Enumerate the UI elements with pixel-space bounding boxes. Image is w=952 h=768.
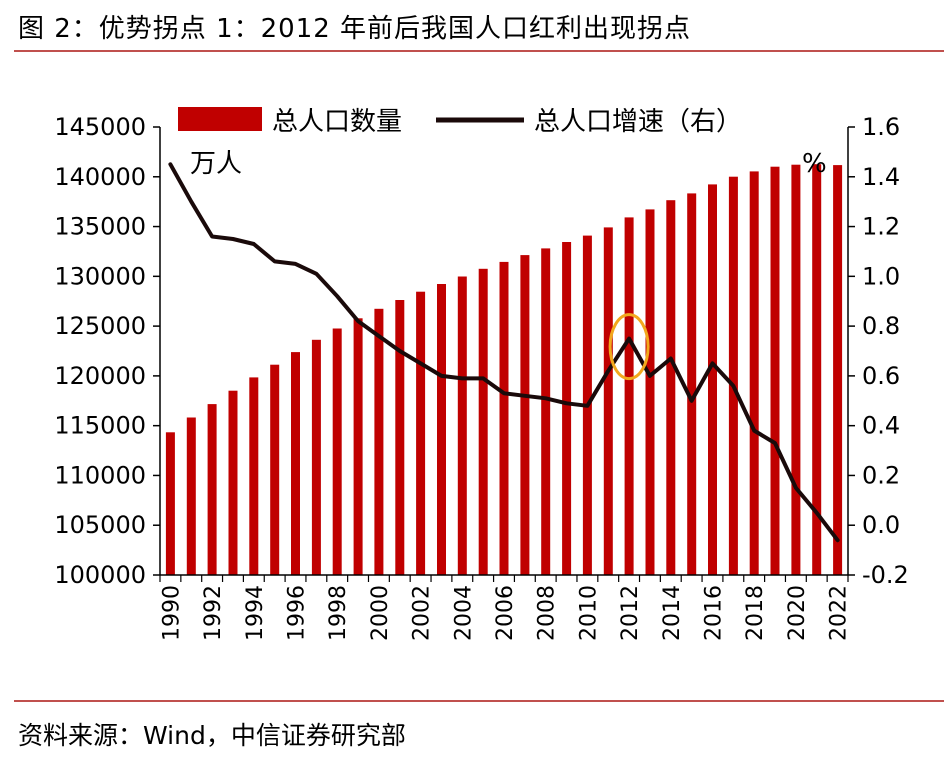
right-axis: -0.2 0.0 0.2 0.4 0.6 0.8 1.0 1.2 1.4 1.6 xyxy=(847,113,909,589)
x-tick-label-1998: 1998 xyxy=(326,585,351,641)
left-tick-label-105000: 105000 xyxy=(54,511,146,539)
bar-2019 xyxy=(770,166,780,575)
bar-2005 xyxy=(478,268,488,575)
top-divider xyxy=(14,50,944,52)
bar-2012 xyxy=(624,217,634,575)
bar-1990 xyxy=(165,432,175,575)
bar-1993 xyxy=(228,390,238,575)
x-tick-label-2002: 2002 xyxy=(410,585,435,641)
bar-2021 xyxy=(812,164,822,575)
x-tick-label-2020: 2020 xyxy=(785,585,810,641)
x-tick-label-2014: 2014 xyxy=(660,585,685,641)
bar-2014 xyxy=(666,200,676,575)
left-unit-label: 万人 xyxy=(190,149,242,179)
bar-1996 xyxy=(291,352,300,575)
bar-2022 xyxy=(833,165,843,575)
x-tick-label-1994: 1994 xyxy=(243,585,268,641)
bar-2000 xyxy=(374,308,384,575)
bar-2008 xyxy=(541,248,551,575)
x-tick-label-2016: 2016 xyxy=(702,585,727,641)
x-tick-label-2018: 2018 xyxy=(743,585,768,641)
bar-2009 xyxy=(562,242,572,575)
x-tick-label-1990: 1990 xyxy=(159,585,184,641)
x-axis: 1990 1992 1994 1996 1998 2000 2002 2004 2006 2008… xyxy=(159,574,852,641)
x-tick-label-2022: 2022 xyxy=(827,585,852,641)
bar-1994 xyxy=(249,377,259,575)
x-tick-label-1996: 1996 xyxy=(285,585,310,641)
left-tick-label-130000: 130000 xyxy=(54,262,146,290)
x-tick-label-2008: 2008 xyxy=(535,585,560,641)
left-tick-label-140000: 140000 xyxy=(54,163,146,191)
right-tick-label-0.4: 0.4 xyxy=(862,412,900,440)
right-tick-label-1.0: 1.0 xyxy=(862,262,900,290)
legend-line-label: 总人口增速（右） xyxy=(534,107,742,137)
bar-1992 xyxy=(207,404,217,575)
bar-1999 xyxy=(353,318,363,575)
bar-2007 xyxy=(520,255,530,575)
right-tick-label-0.2: 0.2 xyxy=(862,461,900,489)
left-tick-label-110000: 110000 xyxy=(54,461,146,489)
right-tick-label-1.6: 1.6 xyxy=(862,113,900,141)
right-unit-label: % xyxy=(802,149,827,179)
left-tick-label-100000: 100000 xyxy=(54,561,146,589)
bottom-divider xyxy=(14,700,944,702)
bar-2018 xyxy=(749,171,759,575)
population-bars xyxy=(165,164,843,575)
bar-2017 xyxy=(728,176,738,575)
bar-1997 xyxy=(311,339,321,575)
growth-line-layer xyxy=(168,162,840,543)
left-tick-label-120000: 120000 xyxy=(54,362,146,390)
bar-2016 xyxy=(708,184,717,575)
turning-point-highlight xyxy=(608,313,650,381)
bar-2013 xyxy=(645,209,655,575)
bar-2002 xyxy=(416,291,426,575)
right-tick-label-0.8: 0.8 xyxy=(862,312,900,340)
bar-1998 xyxy=(332,328,342,575)
right-tick-label-1.2: 1.2 xyxy=(862,213,900,241)
bar-2003 xyxy=(437,284,446,575)
population-chart: 100000 105000 110000 115000 120000 125000 1300… xyxy=(54,107,909,641)
bar-2004 xyxy=(457,276,467,575)
right-tick-label-0.6: 0.6 xyxy=(862,362,900,390)
bar-2015 xyxy=(687,193,697,575)
left-tick-label-115000: 115000 xyxy=(54,412,146,440)
x-tick-label-1992: 1992 xyxy=(201,585,226,641)
x-tick-label-2000: 2000 xyxy=(368,585,393,641)
x-tick-label-2012: 2012 xyxy=(618,585,643,641)
bar-1991 xyxy=(186,417,196,575)
source-note: 资料来源：Wind，中信证券研究部 xyxy=(18,721,406,750)
right-tick-label-1.4: 1.4 xyxy=(862,163,900,191)
bar-2001 xyxy=(395,300,405,575)
right-tick-label--0.2: -0.2 xyxy=(862,561,909,589)
left-axis: 100000 105000 110000 115000 120000 125000 1300… xyxy=(54,113,161,589)
x-tick-label-2010: 2010 xyxy=(576,585,601,641)
bar-1995 xyxy=(270,364,280,575)
left-tick-label-135000: 135000 xyxy=(54,213,146,241)
bar-2006 xyxy=(499,261,509,575)
x-tick-label-2006: 2006 xyxy=(493,585,518,641)
left-tick-label-125000: 125000 xyxy=(54,312,146,340)
bar-2011 xyxy=(603,227,613,575)
x-tick-label-2004: 2004 xyxy=(451,585,476,641)
figure-title: 图 2：优势拐点 1：2012 年前后我国人口红利出现拐点 xyxy=(18,14,692,44)
legend-bar-label: 总人口数量 xyxy=(272,107,402,137)
right-tick-label-0.0: 0.0 xyxy=(862,511,900,539)
legend-bar-swatch xyxy=(178,107,262,131)
chart-legend: 总人口数量 总人口增速（右） xyxy=(178,107,742,137)
bar-2020 xyxy=(791,164,801,575)
left-tick-label-145000: 145000 xyxy=(54,113,146,141)
